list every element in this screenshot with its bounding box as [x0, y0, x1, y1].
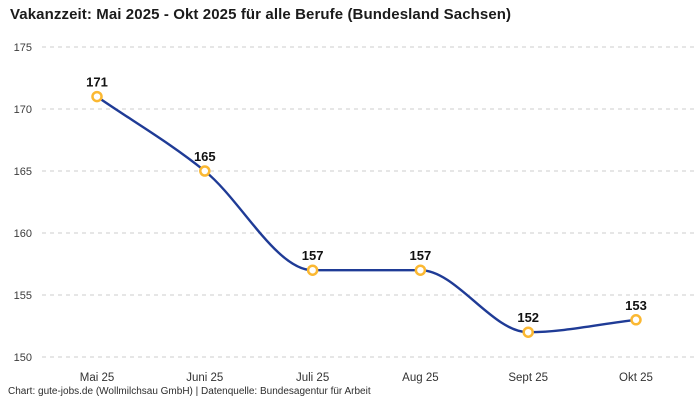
data-point-value-label: 153 [625, 298, 647, 313]
y-axis-tick-label: 170 [14, 104, 32, 116]
data-point-value-label: 157 [410, 248, 432, 263]
data-point-value-label: 152 [517, 310, 539, 325]
chart-title: Vakanzzeit: Mai 2025 - Okt 2025 für alle… [10, 6, 512, 23]
x-axis-tick-label: Juni 25 [186, 372, 223, 384]
x-axis-tick-label: Juli 25 [296, 372, 329, 384]
data-point-marker[interactable] [522, 326, 534, 338]
x-axis-tick-label: Okt 25 [619, 372, 653, 384]
y-axis-tick-label: 165 [14, 166, 32, 178]
data-point-marker[interactable] [306, 264, 319, 276]
data-point-marker[interactable] [91, 90, 103, 103]
x-axis-tick-label: Mai 25 [80, 372, 115, 384]
data-point-value-label: 171 [86, 75, 108, 90]
data-point-marker[interactable] [199, 165, 211, 177]
y-axis-tick-label: 175 [14, 42, 32, 54]
x-axis-tick-label: Aug 25 [402, 372, 438, 384]
y-axis-tick-label: 160 [14, 228, 32, 240]
x-axis-tick-label: Sept 25 [508, 372, 548, 384]
y-axis-tick-label: 155 [14, 290, 32, 302]
data-point-marker[interactable] [630, 314, 642, 326]
series-line [95, 95, 638, 334]
data-point-value-label: 165 [194, 149, 216, 164]
y-axis-tick-label: 150 [14, 352, 32, 364]
data-point-marker[interactable] [414, 264, 427, 276]
data-point-value-label: 157 [302, 248, 324, 263]
source-attribution: Chart: gute-jobs.de (Wollmilchsau GmbH) … [8, 386, 371, 397]
